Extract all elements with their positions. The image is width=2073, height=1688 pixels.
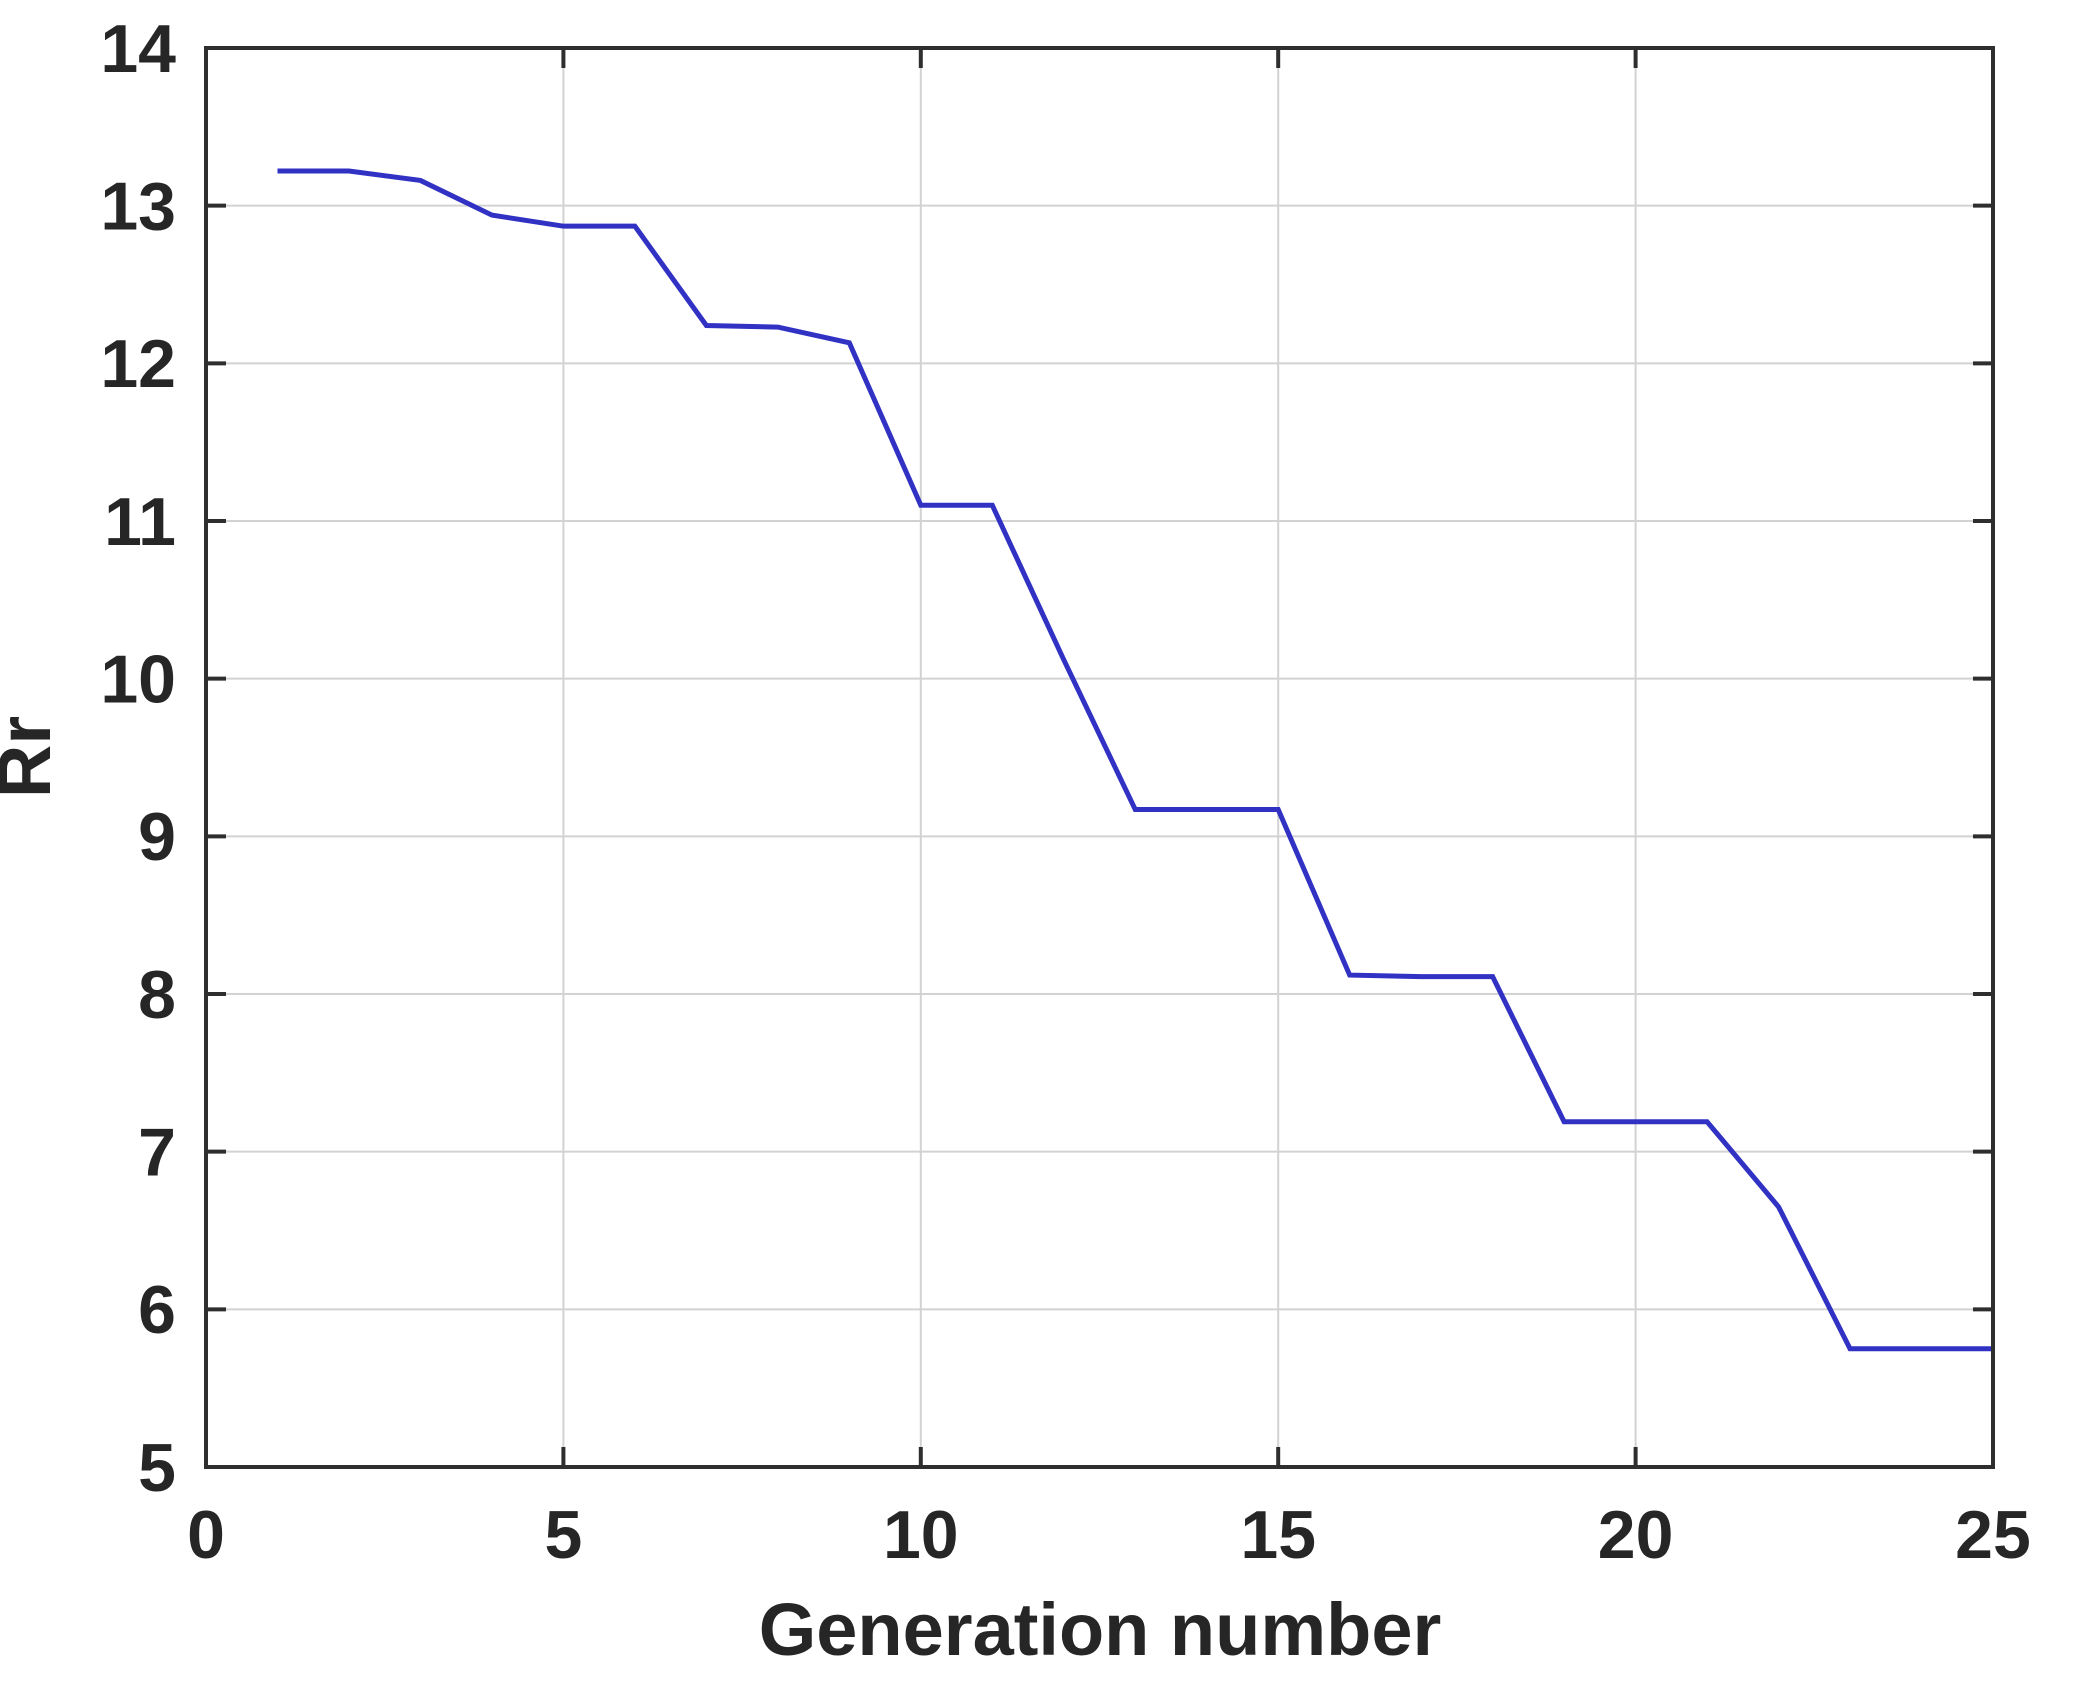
axes-box xyxy=(204,46,1995,1469)
x-tick-label: 15 xyxy=(1240,1497,1316,1573)
x-axis-label: Generation number xyxy=(759,1588,1442,1671)
y-tick-label: 12 xyxy=(100,326,176,402)
x-tick-label: 20 xyxy=(1598,1497,1674,1573)
y-tick-label: 11 xyxy=(104,484,176,560)
y-tick-label: 13 xyxy=(100,168,176,244)
x-tick-label: 0 xyxy=(187,1497,225,1573)
y-tick-label: 5 xyxy=(138,1430,176,1506)
y-tick-label: 8 xyxy=(138,957,176,1033)
y-tick-label: 10 xyxy=(100,641,176,717)
y-tick-label: 7 xyxy=(138,1114,176,1190)
y-tick-label: 6 xyxy=(138,1272,176,1348)
y-tick-label: 14 xyxy=(100,11,176,87)
x-tick-label: 5 xyxy=(544,1497,582,1573)
x-tick-label: 10 xyxy=(883,1497,959,1573)
y-tick-label: 9 xyxy=(138,799,176,875)
x-tick-label: 25 xyxy=(1955,1497,2031,1573)
data-line xyxy=(277,168,1993,1352)
y-axis-label: Rr xyxy=(0,716,66,798)
